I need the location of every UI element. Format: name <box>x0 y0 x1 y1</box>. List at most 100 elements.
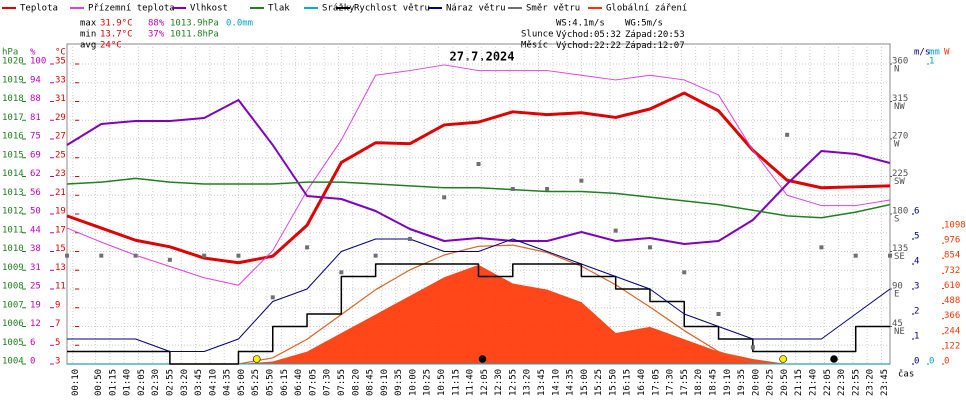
x-tick-label: 08:20 <box>351 369 361 396</box>
wind-direction-point <box>819 245 824 250</box>
y-tick-label: 38 <box>30 244 41 254</box>
x-tick-label: 12:30 <box>494 369 504 396</box>
x-tick-label: 23:45 <box>880 369 890 396</box>
wind-direction-point <box>236 253 241 258</box>
wind-direction-point <box>373 253 378 258</box>
y-tick-label: 1019 <box>2 75 24 85</box>
y-tick-label: 56 <box>30 188 41 198</box>
axis-unit-label: % <box>30 48 36 58</box>
y-tick-label: 29 <box>55 113 66 123</box>
y-tick-label: 45 <box>892 319 903 329</box>
compass-label: NW <box>894 102 905 112</box>
x-tick-label: 10:00 <box>408 369 418 396</box>
x-tick-label: 00:50 <box>94 369 104 396</box>
x-tick-label: 07:30 <box>323 369 333 396</box>
moon-set-marker <box>478 355 487 363</box>
legend-label: Vlhkost <box>190 4 228 14</box>
x-tick-label: 02:05 <box>137 369 147 396</box>
wind-direction-point <box>476 162 481 166</box>
x-tick-label: 16:40 <box>637 369 647 396</box>
axis-unit-label: mm <box>929 48 940 58</box>
y-tick-label: 1008 <box>2 282 24 292</box>
y-tick-label: 366 <box>944 311 960 321</box>
wind-direction-point <box>647 245 652 250</box>
y-tick-label: 13 <box>55 263 66 273</box>
y-tick-label: 315 <box>892 94 908 104</box>
y-tick-label: 976 <box>944 236 960 246</box>
compass-label: E <box>894 290 899 300</box>
moon-rise-marker <box>830 355 838 363</box>
y-tick-label: 90 <box>892 282 903 292</box>
sun-set-marker <box>779 355 787 363</box>
y-tick-label: 3 <box>914 282 919 292</box>
y-tick-label: 1 <box>914 332 919 342</box>
legend-label: Globální záření <box>606 4 687 14</box>
stat-label: max <box>80 19 97 29</box>
x-tick-label: 05:50 <box>266 369 276 396</box>
x-tick-label: 06:40 <box>294 369 304 396</box>
y-tick-label: 19 <box>30 300 41 310</box>
compass-label: SE <box>894 252 905 262</box>
x-tick-label: 16:15 <box>623 369 633 396</box>
y-tick-label: 11 <box>55 282 66 292</box>
moon-label: Měsíc <box>521 41 548 51</box>
y-tick-label: 225 <box>892 169 908 179</box>
wind-direction-point <box>750 345 755 350</box>
wind-direction-point <box>442 195 447 200</box>
y-tick-label: 135 <box>892 244 908 254</box>
x-tick-label: 09:35 <box>394 369 404 396</box>
compass-label: S <box>894 215 899 225</box>
legend-label: Náraz větru <box>446 4 506 14</box>
y-tick-label: 94 <box>30 75 41 85</box>
y-tick-label: 360 <box>892 57 908 67</box>
x-tick-label: 17:55 <box>680 369 690 396</box>
sun-label: Slunce <box>521 30 554 40</box>
legend-label: Přízemní teplota <box>88 4 175 14</box>
wind-direction-point <box>716 312 721 316</box>
y-tick-label: 854 <box>944 251 960 261</box>
stat-temp: 13.7°C <box>100 30 133 40</box>
series-line <box>67 238 891 352</box>
x-tick-label: 04:35 <box>223 369 233 396</box>
x-tick-label: 14:10 <box>551 369 561 396</box>
y-tick-label: 1007 <box>2 300 24 310</box>
y-tick-label: 3 <box>55 357 60 367</box>
x-tick-label: 02:55 <box>166 369 176 396</box>
legend-label: Tlak <box>268 4 290 14</box>
wind-direction-point <box>407 237 412 241</box>
legend-label: Směr větru <box>526 4 580 14</box>
wind-gust-info: WG:5m/s <box>625 19 663 29</box>
y-tick-label: 27 <box>55 132 66 142</box>
x-tick-label: 05:25 <box>251 369 261 396</box>
x-tick-label: 14:35 <box>566 369 576 396</box>
y-tick-label: 25 <box>55 150 66 160</box>
stat-rain: 0.0mm <box>226 19 253 29</box>
legend-label: Teplota <box>20 4 58 14</box>
x-tick-label: 19:35 <box>737 369 747 396</box>
x-tick-label: 00:10 <box>71 369 81 396</box>
y-tick-label: 1009 <box>2 263 24 273</box>
series-line <box>66 99 891 245</box>
y-tick-label: 732 <box>944 266 960 276</box>
wind-direction-point <box>305 245 310 250</box>
wind-direction-point <box>99 253 104 258</box>
y-tick-label: 1098 <box>944 220 966 230</box>
x-tick-label: 03:20 <box>180 369 190 396</box>
wind-direction-point <box>270 295 275 300</box>
series-line <box>67 263 890 365</box>
y-tick-label: 1020 <box>2 57 24 67</box>
wind-direction-point <box>65 253 69 258</box>
y-tick-label: 75 <box>30 132 41 142</box>
sun-rise-time: 05:32 <box>594 30 621 40</box>
x-tick-label: 19:10 <box>723 369 733 396</box>
series-line <box>66 177 891 219</box>
wind-direction-point <box>339 270 344 275</box>
y-tick-label: 17 <box>55 225 66 235</box>
moon-rise: Východ:22:22 <box>556 41 621 51</box>
y-tick-label: 69 <box>30 150 41 160</box>
x-tick-label: 08:45 <box>366 369 376 396</box>
x-tick-label: 07:55 <box>337 369 347 396</box>
x-tick-label: 20:25 <box>766 369 776 396</box>
y-tick-label: 1014 <box>2 169 24 179</box>
